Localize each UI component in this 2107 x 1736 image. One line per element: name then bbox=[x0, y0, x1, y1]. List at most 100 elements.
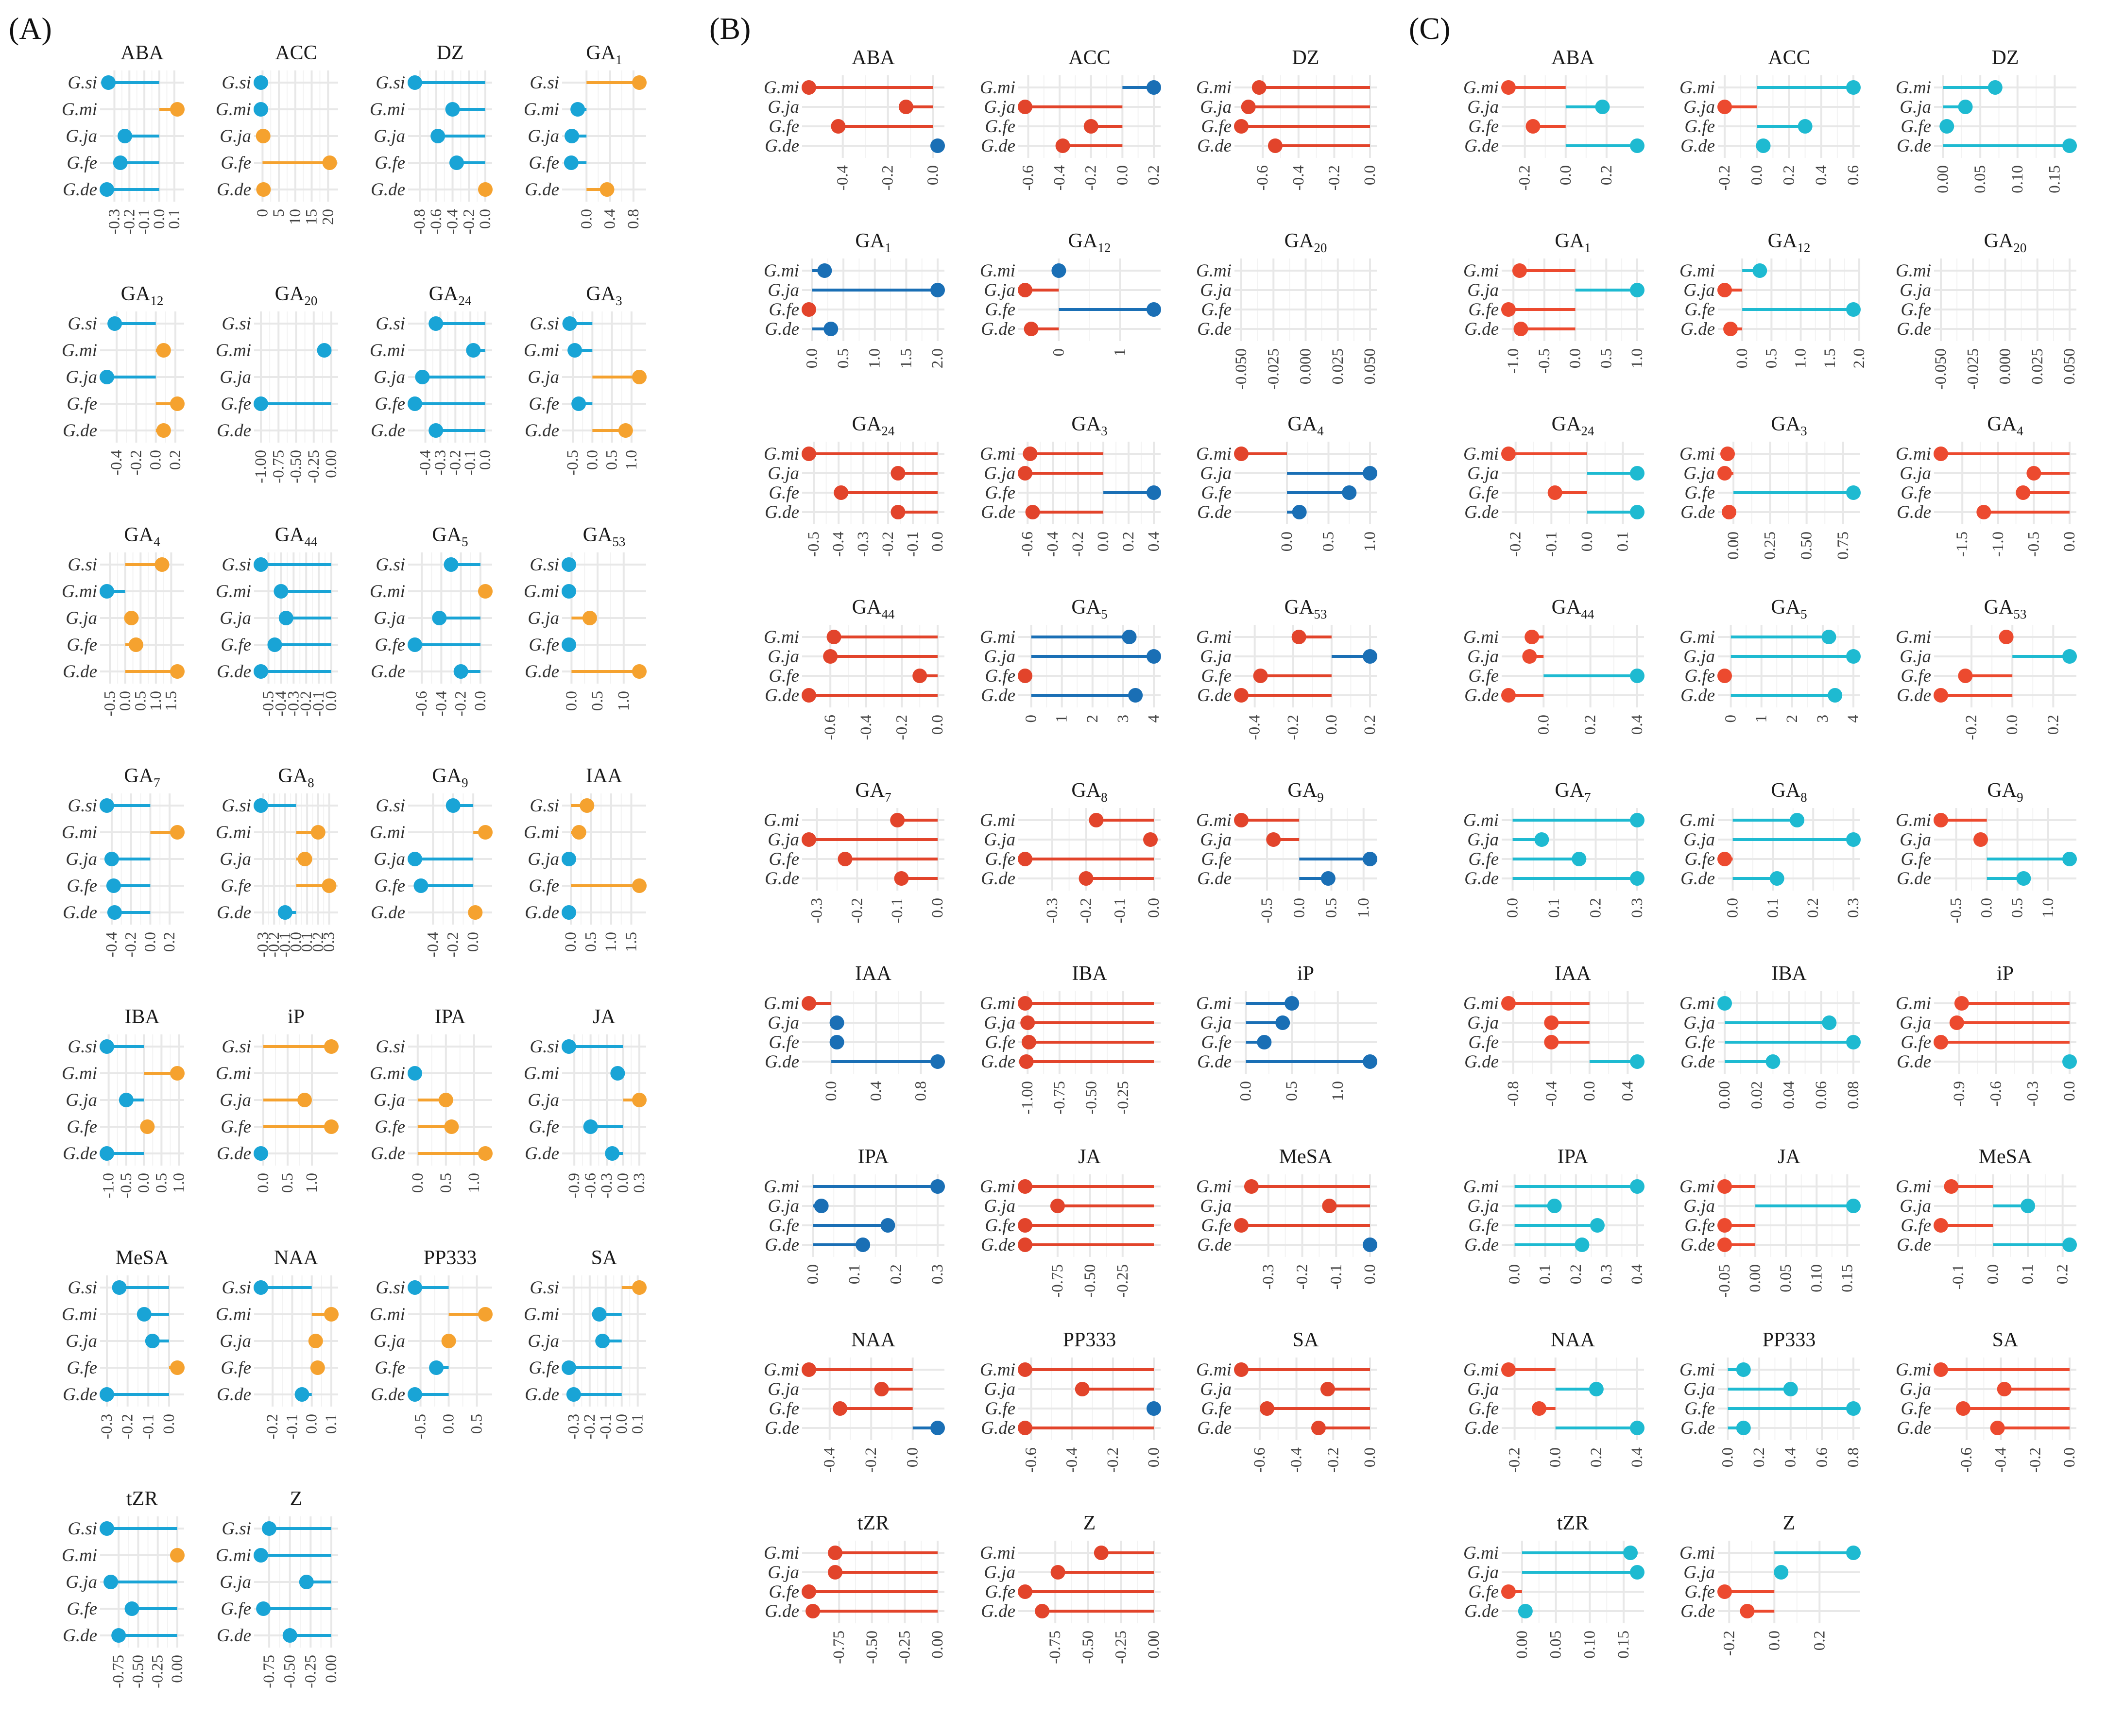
row-label: G.ja bbox=[374, 608, 405, 628]
tick-label: 0.3 bbox=[631, 1173, 648, 1193]
lollipop-dot bbox=[823, 322, 839, 336]
lollipop-dot bbox=[140, 1119, 155, 1134]
lollipop-dot bbox=[1973, 832, 1988, 847]
row-label: G.mi bbox=[1896, 1360, 1931, 1380]
lollipop-dot bbox=[580, 798, 595, 813]
lollipop-dot bbox=[107, 905, 122, 920]
tick-label: -0.2 bbox=[1285, 715, 1302, 740]
tick-label: 0.5 bbox=[2009, 898, 2026, 918]
row-label: G.fe bbox=[1468, 300, 1499, 320]
lollipop-dot bbox=[277, 905, 292, 920]
tick-label: 0.0 bbox=[141, 932, 159, 952]
row-label: G.de bbox=[765, 319, 799, 339]
facet-ipa: IPA G.miG.jaG.feG.de 0.0 0.1 0.2 0.3 0.4 bbox=[1463, 1146, 1646, 1284]
tick-label: 0.4 bbox=[1628, 1447, 1646, 1467]
facet-ga-5: GA5 G.miG.jaG.feG.de 0 1 2 3 4 bbox=[980, 596, 1163, 723]
facet-title: GA4 bbox=[1287, 413, 1324, 438]
row-label: G.de bbox=[765, 869, 799, 889]
tick-label: -0.75 bbox=[260, 1655, 278, 1688]
facet-z: Z G.miG.jaG.feG.de -0.75 -0.50 -0.25 0.00 bbox=[980, 1512, 1163, 1664]
facet-title: Z bbox=[1083, 1512, 1096, 1534]
row-label: G.ja bbox=[984, 97, 1015, 117]
facet-title: GA44 bbox=[852, 596, 895, 621]
row-label: G.de bbox=[63, 1144, 97, 1164]
facet-ga-7: GA7 G.miG.jaG.feG.de 0.0 0.1 0.2 0.3 bbox=[1463, 779, 1646, 918]
row-label: G.fe bbox=[67, 876, 97, 896]
row-label: G.de bbox=[1897, 686, 1931, 705]
tick-label: 0.2 bbox=[1145, 165, 1163, 185]
facet-title: PP333 bbox=[424, 1247, 477, 1269]
tick-label: 0.0 bbox=[929, 715, 946, 735]
tick-label: -0.4 bbox=[444, 209, 462, 234]
tick-label: 0.5 bbox=[153, 1173, 170, 1193]
row-label: G.de bbox=[1680, 136, 1715, 156]
row-label: G.si bbox=[376, 1278, 405, 1298]
lollipop-dot bbox=[1846, 832, 1861, 847]
facet-ga-7: GA7 G.si G.mi G.ja G.fe G.de -0.4 -0.2 0.0 0.2 bbox=[62, 765, 185, 957]
tick-label: 2 bbox=[1084, 715, 1101, 723]
row-label: G.ja bbox=[1200, 464, 1232, 483]
row-label: G.fe bbox=[1684, 1216, 1715, 1236]
facet-iaa: IAA G.miG.jaG.feG.de -0.8 -0.4 0.0 0.4 bbox=[1463, 963, 1644, 1106]
facet-title: MeSA bbox=[1979, 1146, 2032, 1168]
lollipop-dot bbox=[429, 1360, 444, 1375]
tick-label: -0.9 bbox=[565, 1173, 583, 1198]
row-label: G.si bbox=[376, 796, 405, 816]
facet-title: IAA bbox=[855, 963, 891, 985]
facet-title: GA8 bbox=[1071, 779, 1107, 805]
row-label: G.de bbox=[1897, 502, 1931, 522]
tick-label: 1 bbox=[1753, 715, 1770, 723]
tick-label: -0.3 bbox=[431, 450, 449, 475]
tick-label: 0.0 bbox=[440, 1414, 458, 1434]
tick-label: 1.0 bbox=[2039, 898, 2057, 918]
panel-label: (C) bbox=[1409, 11, 1450, 46]
tick-label: 0.0 bbox=[1978, 898, 1996, 918]
facet-title: IPA bbox=[1558, 1146, 1589, 1168]
lollipop-dot bbox=[1018, 1218, 1032, 1233]
tick-label: -1.0 bbox=[1989, 532, 2007, 557]
lollipop-dot bbox=[1944, 1179, 1959, 1194]
tick-label: 0.0 bbox=[409, 1173, 427, 1193]
tick-label: 0.3 bbox=[929, 1264, 946, 1284]
tick-label: 0.0 bbox=[1361, 1447, 1379, 1467]
tick-label: 0.0 bbox=[255, 1173, 272, 1193]
lollipop-dot bbox=[1083, 119, 1098, 134]
row-label: G.ja bbox=[1467, 1379, 1499, 1399]
row-label: G.de bbox=[1464, 136, 1499, 156]
tick-label: -0.25 bbox=[1114, 1081, 1132, 1115]
lollipop-dot bbox=[1018, 100, 1032, 114]
row-label: G.de bbox=[217, 1626, 251, 1646]
facet-title: IBA bbox=[1771, 963, 1807, 985]
row-label: G.ja bbox=[1200, 280, 1232, 300]
lollipop-dot bbox=[1320, 1382, 1335, 1396]
tick-label: 1.0 bbox=[615, 691, 633, 711]
lollipop-dot bbox=[898, 100, 913, 114]
lollipop-dot bbox=[1939, 119, 1954, 134]
lollipop-dot bbox=[428, 316, 444, 331]
row-label: G.fe bbox=[1201, 117, 1232, 137]
facet-title: GA24 bbox=[429, 283, 472, 308]
tick-label: -0.6 bbox=[822, 715, 839, 740]
row-label: G.ja bbox=[1683, 1563, 1715, 1582]
lollipop-dot bbox=[2016, 485, 2031, 500]
lollipop-dot bbox=[324, 1307, 339, 1322]
lollipop-dot bbox=[107, 316, 122, 331]
row-label: G.fe bbox=[1901, 1399, 1931, 1419]
lollipop-dot bbox=[1958, 100, 1973, 114]
tick-label: 0.02 bbox=[1748, 1081, 1765, 1109]
lollipop-dot bbox=[1846, 80, 1861, 95]
row-label: G.mi bbox=[62, 1064, 97, 1083]
facet-tzr: tZR G.si G.mi G.ja G.fe G.de -0.75 -0.50 -0.25 0.… bbox=[62, 1488, 186, 1688]
facet-title: IPA bbox=[858, 1146, 889, 1168]
row-label: G.de bbox=[981, 1052, 1015, 1072]
tick-label: -0.5 bbox=[2025, 532, 2042, 557]
row-label: G.de bbox=[371, 1385, 405, 1405]
tick-label: 0.0 bbox=[1113, 165, 1131, 185]
lollipop-dot bbox=[254, 664, 268, 679]
row-label: G.fe bbox=[1201, 300, 1232, 320]
row-label: G.de bbox=[371, 180, 405, 200]
row-label: G.de bbox=[525, 180, 559, 200]
lollipop-dot bbox=[562, 584, 576, 599]
row-label: G.mi bbox=[764, 810, 799, 830]
facet-iba: IBA G.si G.mi G.ja G.fe G.de-1.0 -0.5 0.0 0.5 1.0 bbox=[62, 1006, 188, 1198]
